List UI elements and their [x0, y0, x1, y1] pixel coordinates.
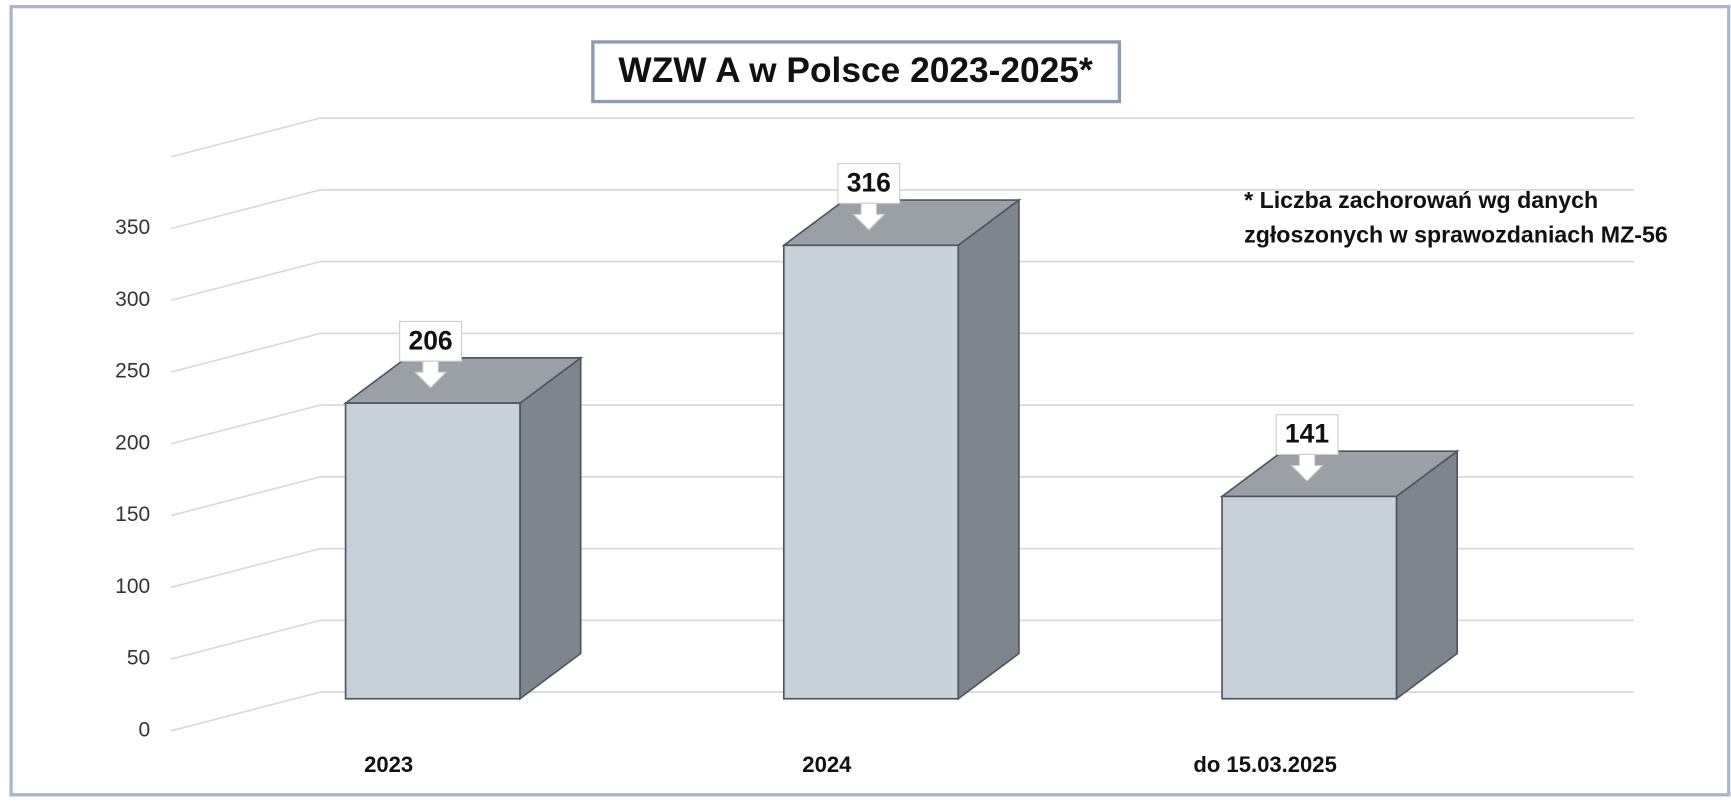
x-tick-label: do 15.03.2025 — [1193, 752, 1337, 777]
y-tick-label: 200 — [115, 431, 150, 454]
y-tick-label: 150 — [115, 503, 150, 526]
wall-edge — [170, 117, 321, 158]
bar-front — [1221, 495, 1398, 700]
bar — [1219, 449, 1460, 701]
grid-line — [170, 691, 321, 732]
y-tick-label: 300 — [115, 288, 150, 311]
grid-line — [170, 332, 321, 373]
value-label-arrow — [852, 202, 886, 231]
value-label-arrow — [1290, 453, 1324, 482]
title-box — [591, 40, 1122, 104]
y-tick-label: 50 — [127, 647, 150, 670]
grid-line — [170, 404, 321, 445]
bar-front — [344, 402, 521, 700]
y-tick-label: 0 — [139, 718, 151, 741]
value-label: 206 — [408, 325, 452, 355]
value-label: 316 — [847, 168, 891, 198]
bar-side — [957, 198, 1020, 701]
x-tick-label: 2024 — [802, 752, 852, 777]
grid-line — [170, 547, 321, 589]
bar — [343, 356, 584, 701]
x-tick-label: 2023 — [364, 752, 413, 777]
y-tick-label: 350 — [115, 216, 150, 239]
value-label-arrow — [413, 360, 448, 389]
chart-title: WZW A w Polsce 2023-2025* — [618, 51, 1093, 90]
y-tick-label: 100 — [115, 575, 150, 598]
grid-line — [170, 189, 321, 230]
grid-line — [170, 476, 321, 517]
bar-side — [519, 356, 582, 701]
bar — [781, 198, 1022, 701]
grid-line — [170, 260, 321, 302]
bar-front — [782, 244, 960, 700]
value-label: 141 — [1285, 419, 1329, 449]
value-label-box — [1275, 414, 1339, 456]
value-label-box — [837, 163, 901, 204]
annotation: * Liczba zachorowań wg danych — [1244, 187, 1598, 213]
y-tick-label: 250 — [115, 360, 150, 383]
grid-line — [170, 619, 321, 660]
annotation: zgłoszonych w sprawozdaniach MZ-56 — [1244, 221, 1668, 247]
